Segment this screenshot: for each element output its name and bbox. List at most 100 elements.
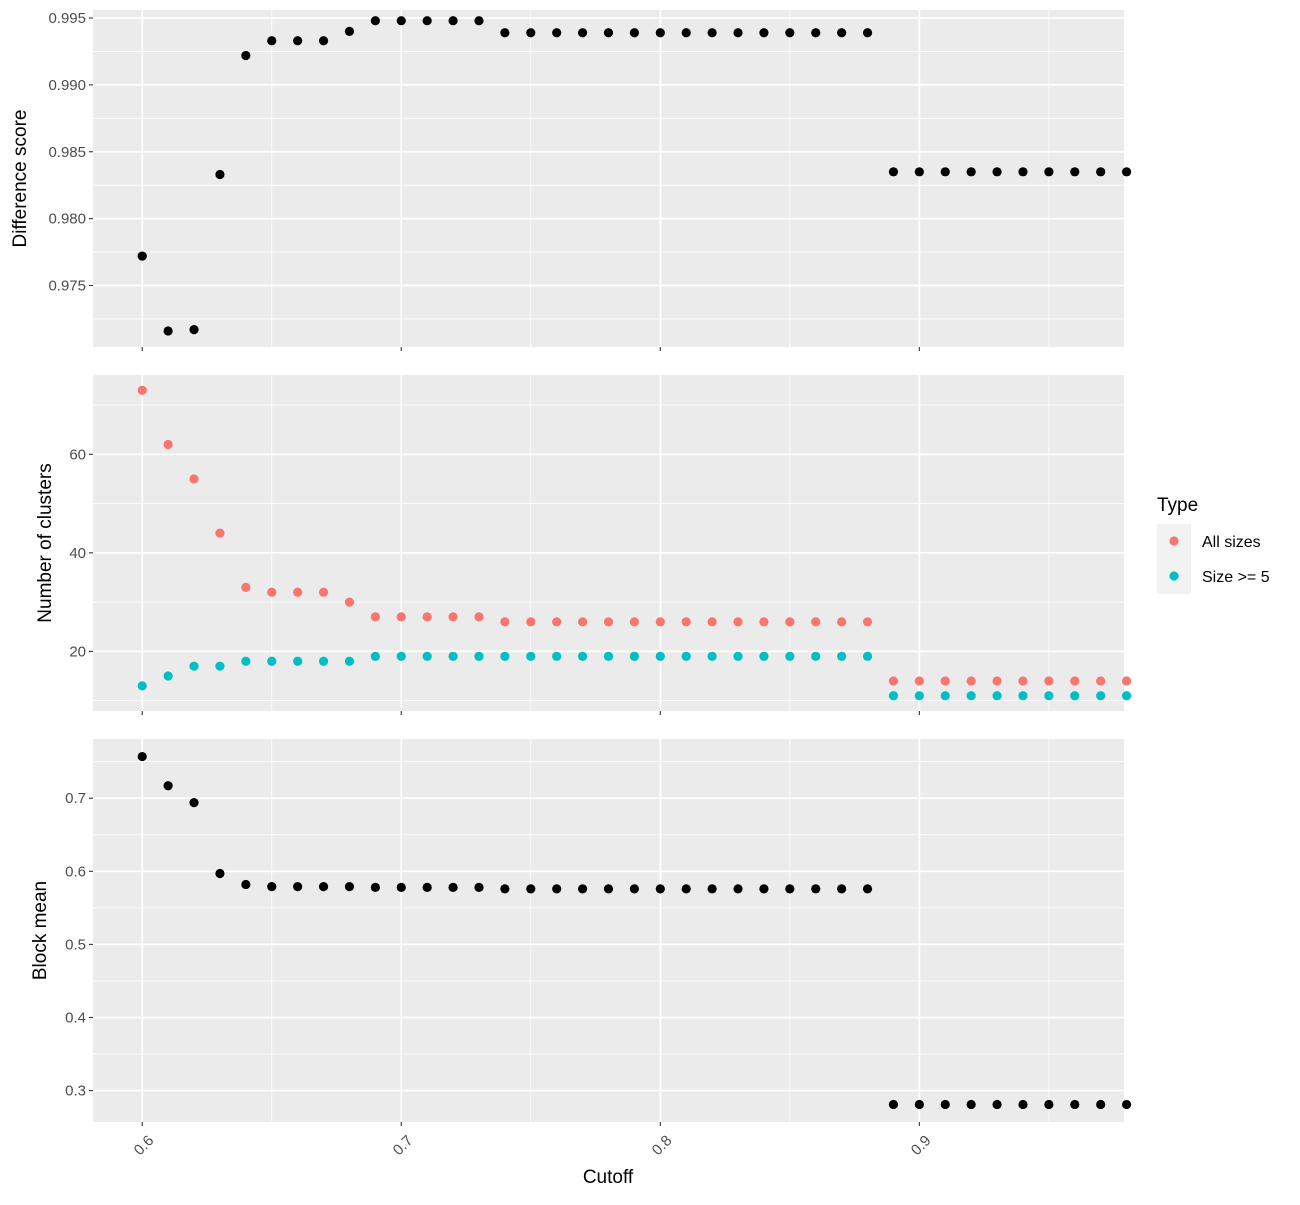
y-tick-label: 0.980	[48, 211, 86, 228]
data-point	[837, 651, 847, 661]
data-point	[526, 884, 536, 894]
data-point	[1121, 676, 1132, 686]
data-point	[1096, 676, 1106, 686]
data-point	[940, 691, 950, 701]
data-point	[241, 879, 251, 890]
panel-1: 0.975 0.980 0.985 0.990 0.995 Difference scor…	[10, 10, 1132, 351]
data-point	[1018, 691, 1028, 701]
data-point	[370, 16, 380, 26]
data-point	[215, 528, 225, 538]
data-point	[422, 612, 432, 622]
y-tick-label: 0.7	[65, 790, 86, 807]
data-point	[655, 28, 665, 38]
data-point	[344, 656, 355, 666]
data-point	[966, 167, 976, 177]
data-point	[940, 1099, 950, 1110]
data-point	[759, 651, 769, 661]
data-point	[681, 884, 691, 894]
data-point	[837, 884, 847, 894]
series-1	[137, 385, 1132, 686]
data-point	[577, 884, 588, 894]
data-point	[526, 617, 536, 627]
data-point	[1121, 691, 1132, 701]
data-point	[785, 651, 795, 661]
data-point	[189, 325, 199, 335]
data-point	[163, 781, 173, 791]
data-point	[474, 651, 484, 661]
data-point	[241, 656, 251, 666]
data-point	[1070, 676, 1080, 686]
x-tick-label: 0.6	[131, 1132, 158, 1159]
y-tick-label: 0.6	[65, 863, 86, 880]
legend-entry-label: All sizes	[1202, 534, 1261, 551]
data-point	[992, 691, 1002, 701]
data-point	[552, 651, 562, 661]
data-point	[681, 28, 691, 38]
y-tick-label: 0.3	[65, 1083, 86, 1100]
data-point	[733, 651, 743, 661]
data-point	[552, 617, 562, 627]
y-axis-title: Block mean	[30, 881, 51, 980]
data-point	[370, 882, 380, 892]
data-point	[733, 884, 743, 894]
y-tick-label: 40	[69, 545, 86, 562]
data-point	[189, 661, 199, 671]
data-point	[914, 676, 924, 686]
data-point	[862, 884, 873, 894]
x-axis-title: Cutoff	[583, 1167, 634, 1188]
data-point	[759, 884, 769, 894]
data-point	[1070, 691, 1080, 701]
data-point	[1070, 1099, 1080, 1110]
data-point	[888, 167, 899, 177]
data-point	[992, 676, 1002, 686]
data-point	[318, 587, 329, 597]
data-point	[163, 326, 173, 336]
data-point	[707, 884, 717, 894]
y-tick-label: 60	[69, 446, 86, 463]
data-point	[940, 167, 950, 177]
data-point	[655, 617, 665, 627]
legend: Type All sizes Size >= 5	[1157, 495, 1270, 594]
data-point	[526, 651, 536, 661]
data-point	[655, 884, 665, 894]
data-point	[577, 617, 588, 627]
data-point	[966, 691, 976, 701]
data-point	[759, 617, 769, 627]
data-point	[888, 691, 899, 701]
data-point	[370, 612, 380, 622]
data-point	[396, 882, 406, 892]
data-point	[448, 882, 458, 892]
data-point	[629, 651, 640, 661]
data-point	[215, 661, 225, 671]
data-point	[1018, 676, 1028, 686]
data-point	[1121, 167, 1132, 177]
series-2	[137, 651, 1132, 701]
data-point	[811, 28, 821, 38]
data-point	[474, 612, 484, 622]
data-point	[914, 1099, 924, 1110]
data-point	[1096, 691, 1106, 701]
data-point	[785, 617, 795, 627]
data-point	[422, 882, 432, 892]
data-point	[1044, 167, 1054, 177]
y-tick-label: 0.990	[48, 77, 86, 94]
data-point	[422, 651, 432, 661]
y-axis-title: Difference score	[10, 110, 31, 248]
series-1	[137, 16, 1132, 336]
data-point	[396, 16, 406, 26]
panel-3: 0.3 0.4 0.5 0.6 0.7 Block mean	[30, 739, 1132, 1126]
data-point	[500, 617, 510, 627]
data-point	[603, 651, 614, 661]
data-point	[500, 651, 510, 661]
data-point	[318, 36, 329, 46]
data-point	[448, 651, 458, 661]
data-point	[500, 884, 510, 894]
data-point	[1096, 167, 1106, 177]
y-tick-label: 0.985	[48, 144, 86, 161]
data-point	[914, 691, 924, 701]
data-point	[500, 28, 510, 38]
data-point	[215, 868, 225, 879]
panel-background	[93, 739, 1124, 1122]
data-point	[267, 656, 277, 666]
data-point	[293, 656, 303, 666]
